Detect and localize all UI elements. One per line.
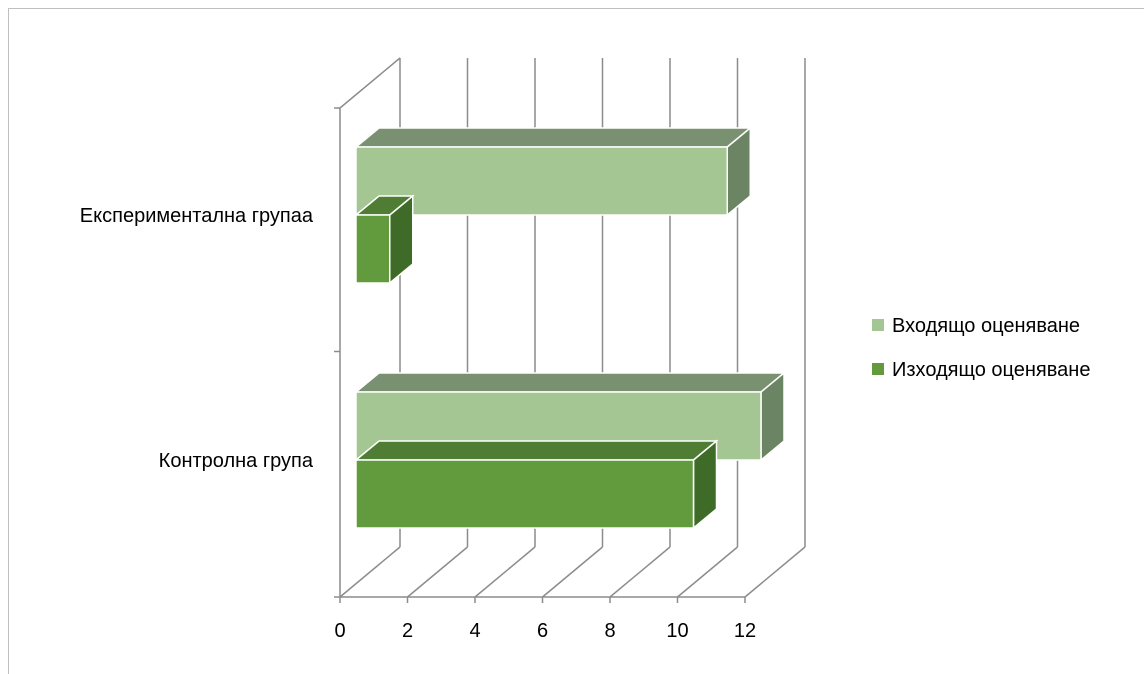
bar (355, 459, 695, 529)
floor-line-4 (609, 546, 671, 598)
legend-swatch (872, 319, 884, 331)
x-tick-label: 2 (402, 620, 413, 642)
legend-label: Входящо оценяване (892, 315, 1080, 337)
side-wall-top (339, 57, 401, 109)
bar (355, 146, 728, 216)
x-tick-label: 4 (469, 620, 480, 642)
bar (355, 214, 391, 284)
legend-swatch (872, 363, 884, 375)
bar-top (353, 440, 719, 461)
category-label: Контролна група (159, 450, 314, 472)
floor-line-0 (339, 546, 401, 598)
x-tick-label: 8 (604, 620, 615, 642)
category-label: Експериментална групаа (80, 205, 314, 227)
floor-line-2 (474, 546, 536, 598)
bar-top (353, 372, 787, 393)
floor-line-1 (407, 546, 468, 598)
floor-line-3 (542, 546, 603, 598)
bar-top (353, 127, 753, 148)
legend-label: Изходящо оценяване (892, 359, 1090, 381)
floor-line-5 (677, 546, 738, 598)
x-tick-label: 10 (666, 620, 688, 642)
x-tick-label: 0 (334, 620, 345, 642)
chart-frame (8, 8, 1144, 674)
x-tick-label: 12 (734, 620, 756, 642)
floor-line-6 (744, 546, 806, 598)
x-tick-label: 6 (537, 620, 548, 642)
